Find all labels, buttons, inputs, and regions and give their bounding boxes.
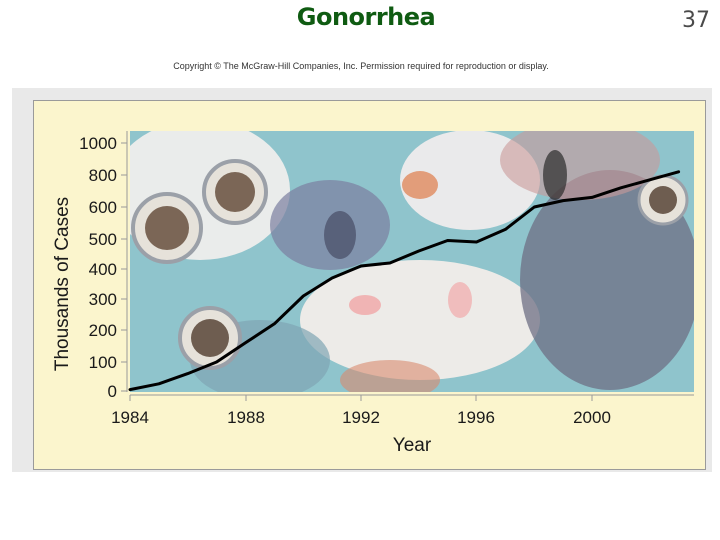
y-tick-label: 0 — [108, 382, 117, 401]
slide-title: Gonorrhea — [296, 3, 436, 31]
y-tick-label: 200 — [89, 321, 117, 340]
x-tick-label: 1992 — [342, 408, 380, 427]
y-tick-label: 500 — [89, 230, 117, 249]
x-tick-label: 1988 — [227, 408, 265, 427]
x-tick-label: 1996 — [457, 408, 495, 427]
y-axis-label: Thousands of Cases — [52, 197, 73, 371]
copyright-notice: Copyright © The McGraw-Hill Companies, I… — [173, 61, 549, 71]
x-axis-label: Year — [393, 435, 432, 456]
micrograph-background — [130, 131, 694, 392]
x-tick-label: 2000 — [573, 408, 611, 427]
x-tick-label: 1984 — [111, 408, 149, 427]
y-tick-label: 100 — [89, 353, 117, 372]
y-tick-label: 1000 — [79, 134, 117, 153]
y-tick-label: 600 — [89, 198, 117, 217]
cases-line — [128, 170, 681, 392]
page-number: 37 — [682, 8, 710, 33]
y-tick-label: 400 — [89, 260, 117, 279]
y-tick-label: 300 — [89, 290, 117, 309]
y-tick-label: 800 — [89, 166, 117, 185]
